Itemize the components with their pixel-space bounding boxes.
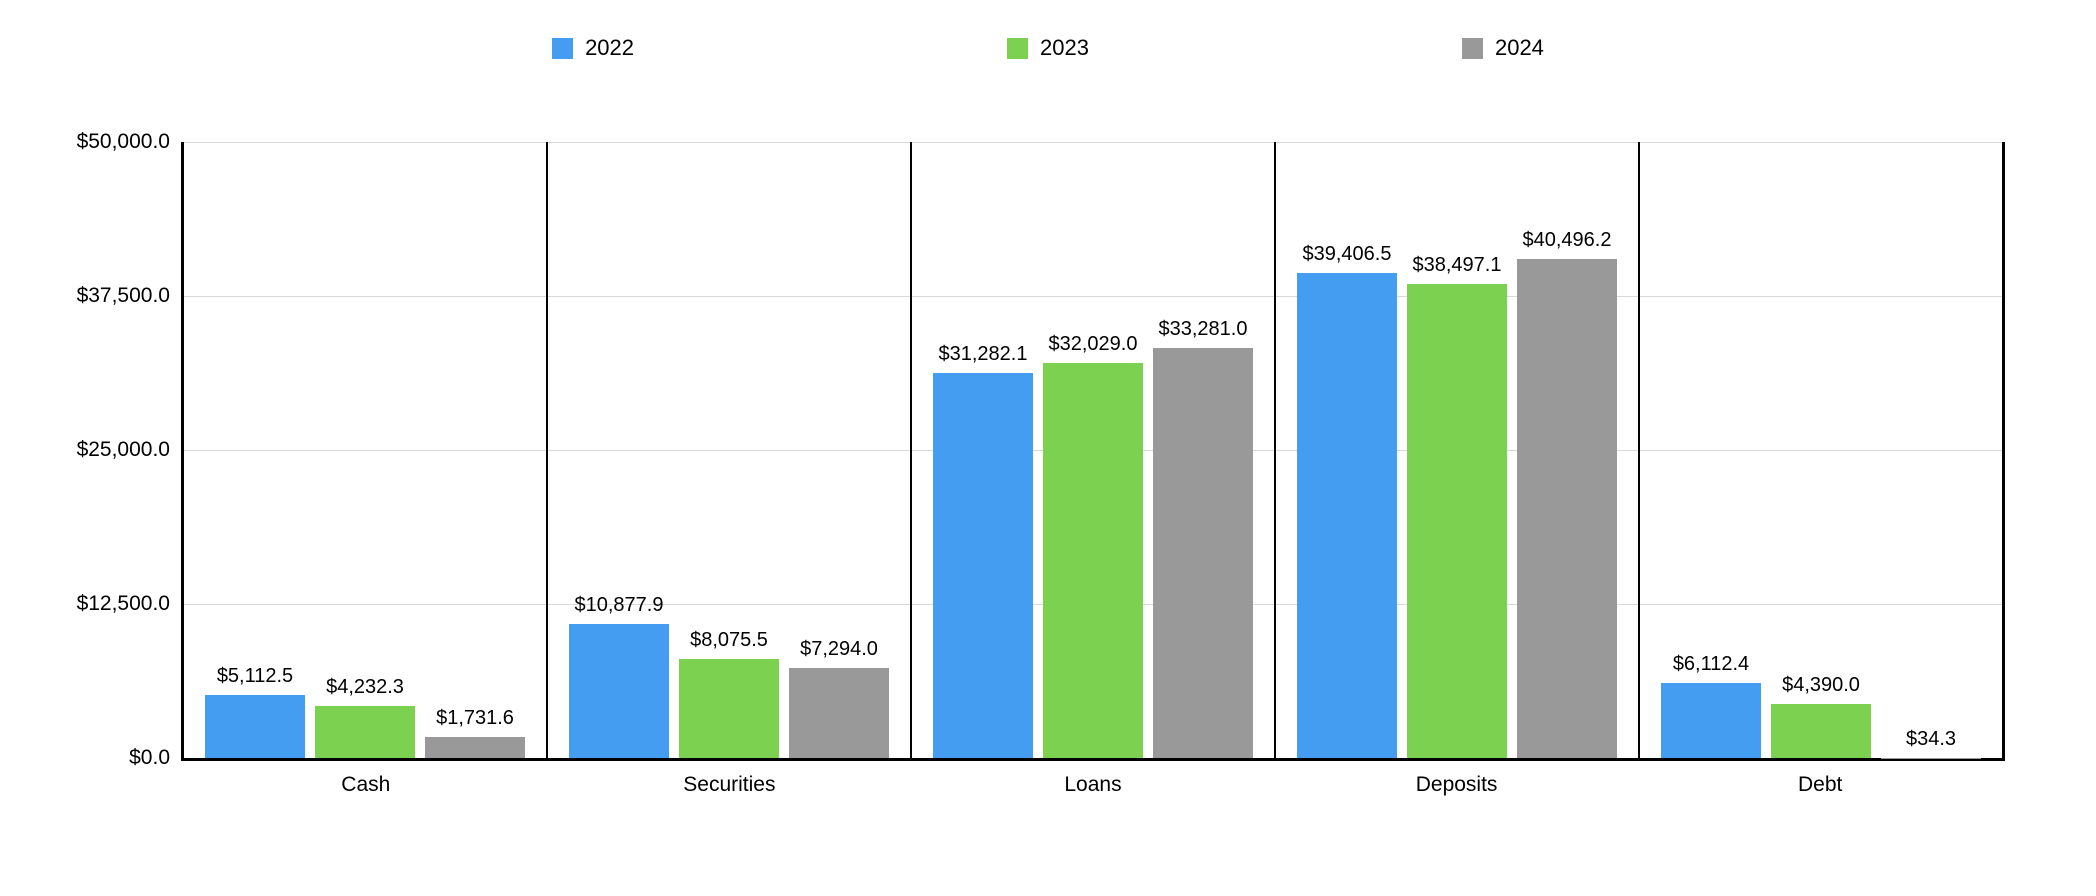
bar-value-label: $5,112.5: [216, 665, 294, 688]
bar-2023-cash: $4,232.3: [315, 676, 415, 758]
legend-swatch-icon: [1461, 37, 1483, 59]
x-axis: Cash Securities Loans Deposits Debt: [184, 773, 2002, 797]
legend-swatch-icon: [552, 37, 574, 59]
bar-value-label: $6,112.4: [1672, 652, 1750, 675]
chart-legend: 2022 2023 2024: [0, 36, 2096, 60]
legend-item-2023: 2023: [1007, 36, 1089, 60]
bar-value-label: $7,294.0: [800, 638, 878, 661]
gridline: [184, 142, 2002, 143]
plot-area: $5,112.5 $4,232.3 $1,731.6 $10,877.9 $8,075.…: [181, 142, 2005, 761]
bar-value-label: $38,497.1: [1412, 253, 1502, 276]
bar-value-label: $39,406.5: [1302, 242, 1392, 265]
bar-value-label: $40,496.2: [1522, 229, 1612, 252]
bar-2023-loans: $32,029.0: [1043, 333, 1143, 758]
y-tick-label: $25,000.0: [76, 438, 170, 461]
legend-item-2024: 2024: [1461, 35, 1544, 60]
bar-value-label: $10,877.9: [574, 593, 664, 616]
category-panels: $5,112.5 $4,232.3 $1,731.6 $10,877.9 $8,075.…: [184, 142, 2002, 758]
panel-deposits: $39,406.5 $38,497.1 $40,496.2: [1276, 142, 1640, 758]
x-tick-label-debt: Debt: [1797, 773, 1843, 796]
legend-label: 2024: [1494, 35, 1544, 60]
x-tick-label-loans: Loans: [1064, 773, 1122, 796]
x-tick-label-cash: Cash: [341, 773, 391, 796]
bar-2022-loans: $31,282.1: [933, 343, 1033, 758]
y-tick-label: $0.0: [129, 746, 170, 769]
legend-item-2022: 2022: [552, 36, 634, 60]
bar-value-label: $34.3: [1905, 727, 1957, 750]
legend-label: 2023: [1040, 35, 1089, 60]
bar-value-label: $8,075.5: [690, 628, 768, 651]
bar-2023-securities: $8,075.5: [679, 629, 779, 758]
bar-value-label: $32,029.0: [1048, 333, 1138, 356]
bar-value-label: $4,390.0: [1782, 673, 1860, 696]
bar-value-label: $4,232.3: [326, 675, 404, 698]
bar-2022-cash: $5,112.5: [205, 665, 305, 758]
panel-debt: $6,112.4 $4,390.0 $34.3: [1640, 142, 2002, 758]
y-tick-label: $50,000.0: [76, 130, 170, 153]
bar-2024-cash: $1,731.6: [425, 707, 525, 758]
bar-value-label: $33,281.0: [1158, 317, 1248, 340]
panel-loans: $31,282.1 $32,029.0 $33,281.0: [912, 142, 1276, 758]
bar-2023-debt: $4,390.0: [1771, 674, 1871, 758]
y-tick-label: $12,500.0: [76, 592, 170, 615]
bar-2024-securities: $7,294.0: [789, 638, 889, 758]
bar-value-label: $1,731.6: [436, 706, 514, 729]
x-tick-label-deposits: Deposits: [1415, 773, 1498, 796]
y-tick-label: $37,500.0: [76, 284, 170, 307]
legend-swatch-icon: [1007, 37, 1029, 59]
bar-2022-deposits: $39,406.5: [1297, 243, 1397, 758]
bar-value-label: $31,282.1: [938, 342, 1028, 365]
panel-securities: $10,877.9 $8,075.5 $7,294.0: [548, 142, 912, 758]
bar-2022-debt: $6,112.4: [1661, 653, 1761, 758]
bar-2023-deposits: $38,497.1: [1407, 254, 1507, 758]
x-tick-label-securities: Securities: [683, 773, 776, 796]
legend-label: 2022: [585, 35, 635, 60]
bar-2022-securities: $10,877.9: [569, 594, 669, 758]
bar-2024-loans: $33,281.0: [1153, 318, 1253, 758]
bar-2024-deposits: $40,496.2: [1517, 229, 1617, 758]
panel-cash: $5,112.5 $4,232.3 $1,731.6: [184, 142, 548, 758]
gridline: [184, 296, 2002, 297]
